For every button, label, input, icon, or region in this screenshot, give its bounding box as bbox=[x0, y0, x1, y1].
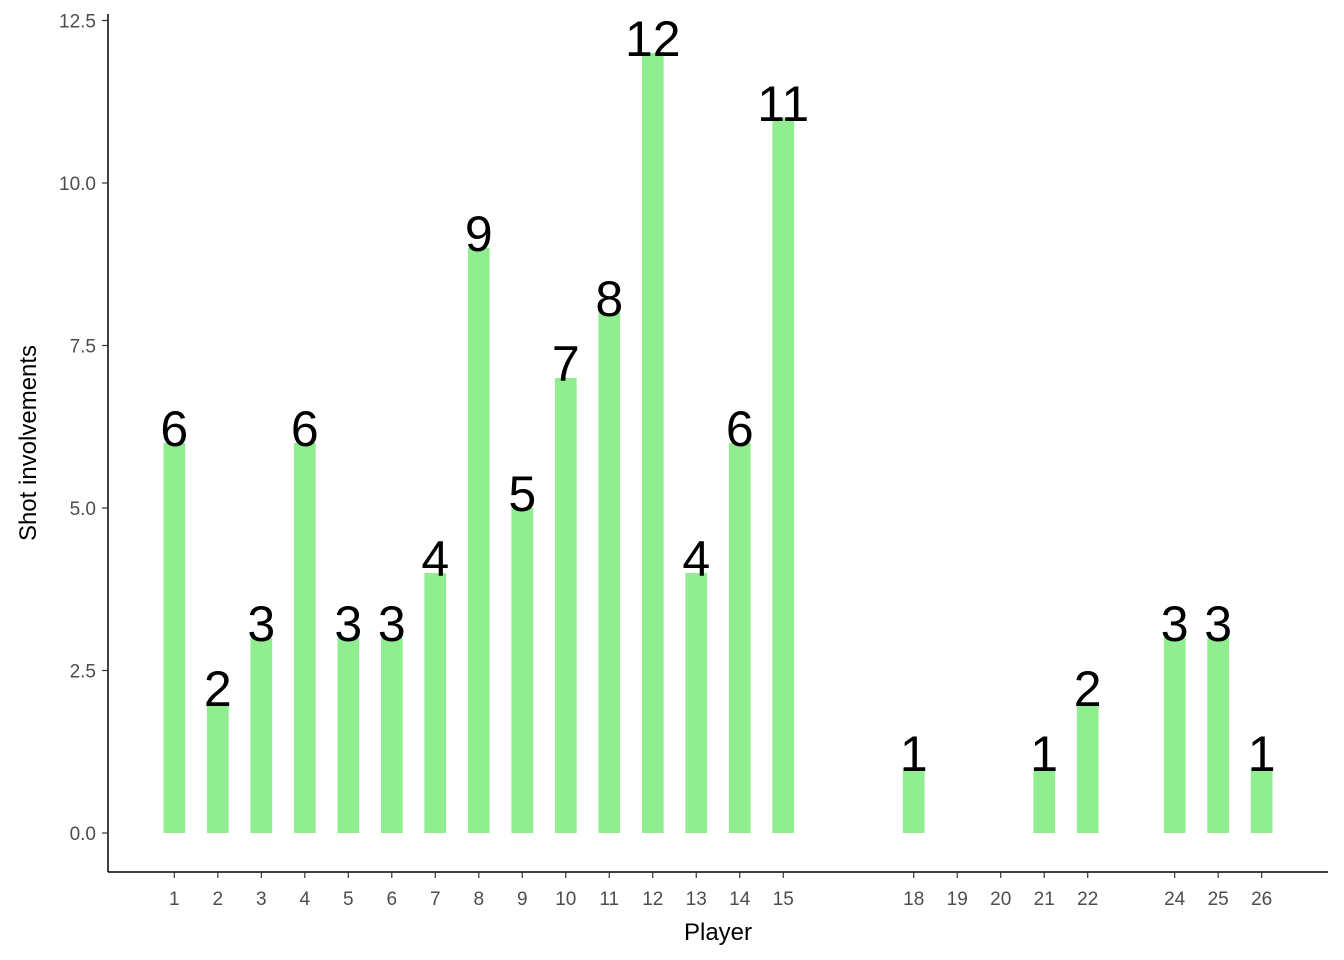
value-label: 8 bbox=[595, 271, 623, 327]
value-label: 12 bbox=[625, 11, 681, 67]
bar bbox=[728, 443, 751, 833]
value-label: 5 bbox=[508, 466, 536, 522]
x-tick-label: 2 bbox=[213, 889, 224, 910]
x-tick-label: 24 bbox=[1164, 889, 1186, 910]
x-tick-label: 21 bbox=[1034, 889, 1055, 910]
x-tick-label: 13 bbox=[686, 889, 707, 910]
bar bbox=[467, 248, 490, 833]
bar bbox=[337, 638, 360, 833]
bar bbox=[1076, 703, 1099, 833]
y-tick-label: 12.5 bbox=[59, 12, 96, 33]
value-label: 3 bbox=[247, 596, 275, 652]
bar bbox=[293, 443, 316, 833]
y-tick-label: 0.0 bbox=[70, 824, 96, 845]
x-tick-label: 22 bbox=[1077, 889, 1098, 910]
bar bbox=[772, 118, 795, 833]
value-label: 1 bbox=[1030, 726, 1058, 782]
value-label: 7 bbox=[552, 336, 580, 392]
value-label: 6 bbox=[726, 401, 754, 457]
y-tick-label: 2.5 bbox=[70, 662, 96, 683]
value-label: 9 bbox=[465, 206, 493, 262]
bar bbox=[1207, 638, 1230, 833]
y-tick-label: 5.0 bbox=[70, 499, 96, 520]
bar bbox=[641, 53, 664, 833]
x-tick-label: 9 bbox=[517, 889, 528, 910]
value-label: 2 bbox=[204, 661, 232, 717]
x-tick-label: 12 bbox=[642, 889, 663, 910]
value-label: 3 bbox=[1204, 596, 1232, 652]
value-label: 3 bbox=[378, 596, 406, 652]
value-label: 11 bbox=[757, 76, 809, 132]
x-tick-label: 6 bbox=[387, 889, 398, 910]
value-label: 4 bbox=[682, 531, 710, 587]
bar bbox=[206, 703, 229, 833]
x-tick-label: 10 bbox=[555, 889, 576, 910]
bar bbox=[1250, 768, 1273, 833]
x-tick-label: 7 bbox=[430, 889, 441, 910]
bar bbox=[163, 443, 186, 833]
value-label: 6 bbox=[160, 401, 188, 457]
bar bbox=[511, 508, 534, 833]
x-tick-label: 19 bbox=[947, 889, 968, 910]
value-label: 3 bbox=[1161, 596, 1189, 652]
bar bbox=[685, 573, 708, 833]
value-label: 3 bbox=[334, 596, 362, 652]
y-tick-label: 7.5 bbox=[70, 337, 96, 358]
bar bbox=[1033, 768, 1056, 833]
x-tick-label: 18 bbox=[903, 889, 924, 910]
x-tick-label: 11 bbox=[599, 889, 619, 910]
bar bbox=[902, 768, 925, 833]
bar bbox=[250, 638, 273, 833]
x-tick-label: 15 bbox=[773, 889, 794, 910]
x-tick-label: 20 bbox=[990, 889, 1011, 910]
y-tick-label: 10.0 bbox=[59, 174, 96, 195]
value-label: 6 bbox=[291, 401, 319, 457]
bar bbox=[1163, 638, 1186, 833]
bar bbox=[424, 573, 447, 833]
x-tick-label: 26 bbox=[1251, 889, 1272, 910]
y-axis-title: Shot involvements bbox=[15, 345, 42, 541]
bar bbox=[554, 378, 577, 833]
x-tick-label: 4 bbox=[300, 889, 311, 910]
bar bbox=[598, 313, 621, 833]
value-label: 2 bbox=[1074, 661, 1102, 717]
x-tick-label: 1 bbox=[169, 889, 180, 910]
value-label: 1 bbox=[1248, 726, 1276, 782]
value-label: 4 bbox=[421, 531, 449, 587]
x-tick-label: 8 bbox=[473, 889, 484, 910]
x-axis-title: Player bbox=[684, 919, 752, 946]
x-tick-label: 5 bbox=[343, 889, 354, 910]
x-tick-label: 3 bbox=[256, 889, 267, 910]
bar bbox=[380, 638, 403, 833]
value-label: 1 bbox=[900, 726, 928, 782]
x-tick-label: 25 bbox=[1208, 889, 1229, 910]
x-tick-label: 14 bbox=[729, 889, 751, 910]
